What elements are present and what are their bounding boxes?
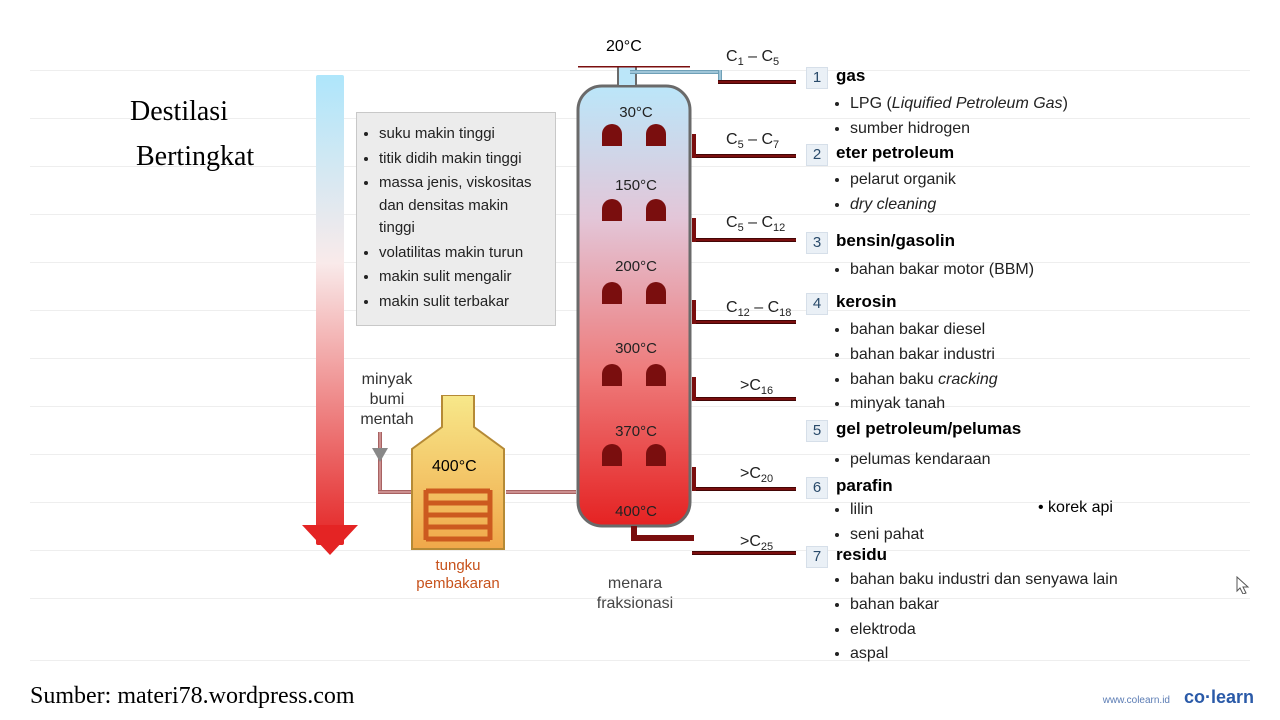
fraction-use-item: bahan bakar motor (BBM): [850, 258, 1034, 283]
furnace-label-1: tungku: [435, 557, 480, 574]
fraction-use-item: pelumas kendaraan: [850, 448, 991, 473]
tower-top-temperature: 20°C: [606, 38, 642, 56]
outlet-pipe-drop: [692, 300, 696, 324]
fraction-title: gas: [836, 66, 865, 86]
feed-vertical-pipe: [378, 432, 382, 492]
fraction-uses: bahan bakar motor (BBM): [850, 258, 1034, 283]
brand-logo: co·learn: [1184, 687, 1254, 708]
outlet-pipe: [692, 238, 796, 242]
fraction-number: 2: [806, 144, 828, 166]
fraction-title: parafin: [836, 476, 893, 496]
feed-horizontal-pipe-2: [506, 490, 576, 494]
outlet-pipe-drop: [692, 218, 696, 242]
fractionation-tower: [574, 66, 694, 546]
carbon-range: >C20: [740, 465, 773, 485]
fraction-use-item: bahan bakar: [850, 593, 1118, 618]
fraction-use-item: pelarut organik: [850, 168, 956, 193]
fraction-title: residu: [836, 545, 887, 565]
property-item: massa jenis, viskositas dan densitas mak…: [379, 172, 545, 240]
outlet-pipe: [692, 487, 796, 491]
property-item: makin sulit terbakar: [379, 291, 545, 314]
outlet-pipe-drop: [692, 134, 696, 158]
fraction-use-item: minyak tanah: [850, 392, 998, 417]
brand-url: www.colearn.id: [1103, 695, 1170, 706]
fraction-use-item: bahan baku cracking: [850, 368, 998, 393]
fraction-use-extra: • korek api: [1038, 499, 1113, 517]
fraction-uses: bahan bakar dieselbahan bakar industriba…: [850, 318, 998, 417]
fraction-use-item: aspal: [850, 642, 1118, 667]
tray-temperature: 400°C: [600, 503, 672, 520]
outlet-pipe: [718, 80, 796, 84]
title-line2: Bertingkat: [136, 135, 254, 180]
fraction-use-item: lilin: [850, 498, 924, 523]
fraction-use-item: bahan bakar industri: [850, 343, 998, 368]
property-item: makin sulit mengalir: [379, 266, 545, 289]
fraction-uses: bahan baku industri dan senyawa lainbaha…: [850, 568, 1118, 667]
property-item: volatilitas makin turun: [379, 242, 545, 265]
carbon-range: >C25: [740, 533, 773, 553]
properties-box: suku makin tinggititik didih makin tingg…: [356, 112, 556, 326]
fraction-uses: lilinseni pahat: [850, 498, 924, 548]
tower-label: menarafraksionasi: [570, 574, 700, 614]
feed-arrow-icon: [372, 448, 388, 462]
fraction-use-item: dry cleaning: [850, 193, 956, 218]
property-item: titik didih makin tinggi: [379, 148, 545, 171]
fraction-number: 4: [806, 293, 828, 315]
fraction-use-item: seni pahat: [850, 523, 924, 548]
fraction-uses: LPG (Liquified Petroleum Gas)sumber hidr…: [850, 92, 1068, 142]
fraction-uses: pelumas kendaraan: [850, 448, 991, 473]
fraction-use-item: sumber hidrogen: [850, 117, 1068, 142]
gradient-arrow-head: [302, 525, 358, 555]
furnace-temperature: 400°C: [432, 458, 477, 476]
tray-temperature: 30°C: [600, 104, 672, 121]
carbon-range: C12 – C18: [726, 299, 791, 319]
fraction-title: eter petroleum: [836, 143, 954, 163]
fraction-number: 3: [806, 232, 828, 254]
outlet-pipe-top: [630, 70, 720, 74]
outlet-pipe: [692, 154, 796, 158]
fraction-number: 7: [806, 546, 828, 568]
fraction-number: 6: [806, 477, 828, 499]
tray-temperature: 300°C: [600, 340, 672, 357]
furnace: tungku pembakaran: [408, 395, 508, 593]
fraction-use-item: bahan baku industri dan senyawa lain: [850, 568, 1118, 593]
fraction-title: kerosin: [836, 292, 896, 312]
carbon-range: >C16: [740, 377, 773, 397]
title-line1: Destilasi: [130, 90, 254, 135]
outlet-pipe: [692, 320, 796, 324]
property-item: suku makin tinggi: [379, 123, 545, 146]
tray-temperature: 150°C: [600, 177, 672, 194]
tray-temperature: 370°C: [600, 423, 672, 440]
fraction-title: bensin/gasolin: [836, 231, 955, 251]
fraction-use-item: elektroda: [850, 618, 1118, 643]
outlet-pipe: [692, 397, 796, 401]
carbon-range: C1 – C5: [726, 48, 779, 68]
fraction-uses: pelarut organikdry cleaning: [850, 168, 956, 218]
outlet-pipe-drop: [692, 467, 696, 491]
fraction-title: gel petroleum/pelumas: [836, 419, 1021, 439]
fraction-number: 5: [806, 420, 828, 442]
cursor-icon: [1236, 576, 1250, 599]
diagram-title: Destilasi Bertingkat: [130, 90, 254, 180]
outlet-pipe-drop: [692, 377, 696, 401]
tray-temperature: 200°C: [600, 258, 672, 275]
furnace-label-2: pembakaran: [416, 575, 499, 592]
source-citation: Sumber: materi78.wordpress.com: [30, 683, 355, 710]
fraction-number: 1: [806, 67, 828, 89]
carbon-range: C5 – C12: [726, 214, 785, 234]
carbon-range: C5 – C7: [726, 131, 779, 151]
gradient-arrow-body: [316, 75, 344, 545]
fraction-use-item: bahan bakar diesel: [850, 318, 998, 343]
fraction-use-item: LPG (Liquified Petroleum Gas): [850, 92, 1068, 117]
